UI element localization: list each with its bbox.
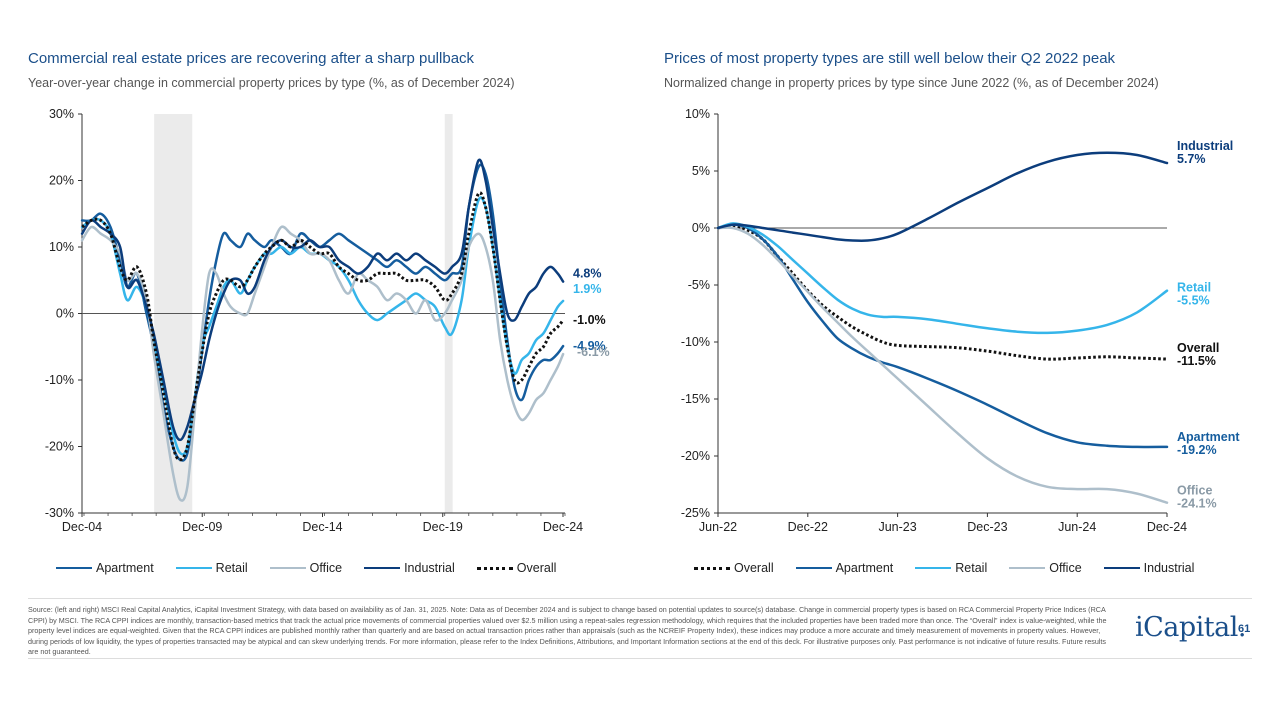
legend-swatch-apartment bbox=[795, 567, 832, 569]
y-tick-label: 30% bbox=[49, 107, 74, 121]
legend-label-overall: Overall bbox=[516, 561, 557, 575]
legend-label-retail: Retail bbox=[955, 561, 988, 575]
right-chart-panel: Prices of most property types are still … bbox=[640, 0, 1280, 600]
y-tick-label: 5% bbox=[692, 164, 710, 178]
legend-swatch-retail bbox=[915, 567, 952, 569]
right-chart-legend: Overall Apartment Retail Office Industrial bbox=[694, 561, 1216, 575]
legend-label-retail: Retail bbox=[215, 561, 248, 575]
y-tick-label: -10% bbox=[45, 373, 74, 387]
x-tick-label: Dec-24 bbox=[543, 520, 583, 534]
y-tick-label: -20% bbox=[681, 449, 710, 463]
x-tick-label: Jun-23 bbox=[878, 520, 916, 534]
right-line-chart: 10% 5% 0% -5% -10% -15% -20% -25%Jun-22 Dec-22 Ju… bbox=[681, 107, 1241, 534]
series-line-apartment bbox=[716, 223, 1169, 449]
x-tick-label: Dec-19 bbox=[423, 520, 463, 534]
legend-label-overall: Overall bbox=[734, 561, 774, 575]
end-label-office: -6.1% bbox=[577, 345, 610, 359]
left-chart-title: Commercial real estate prices are recove… bbox=[28, 50, 475, 67]
x-tick-label: Jun-24 bbox=[1058, 520, 1096, 534]
end-label-name-apartment: Apartment bbox=[1177, 430, 1240, 444]
y-tick-label: 20% bbox=[49, 174, 74, 188]
x-tick-label: Dec-23 bbox=[967, 520, 1007, 534]
y-tick-label: 10% bbox=[685, 107, 710, 121]
y-tick-label: -30% bbox=[45, 506, 74, 520]
legend-swatch-apartment bbox=[56, 567, 92, 569]
legend-label-apartment: Apartment bbox=[96, 561, 154, 575]
legend-item-overall: Overall bbox=[476, 561, 557, 575]
legend-item-apartment: Apartment bbox=[795, 561, 894, 575]
x-tick-label: Dec-09 bbox=[182, 520, 222, 534]
end-label-name-retail: Retail bbox=[1177, 281, 1211, 295]
legend-item-industrial: Industrial bbox=[1103, 561, 1195, 575]
legend-swatch-industrial bbox=[364, 567, 401, 569]
legend-label-apartment: Apartment bbox=[835, 561, 894, 575]
series-line-industrial bbox=[80, 158, 565, 442]
icapital-logo: iCapital. bbox=[1135, 612, 1246, 643]
footer-divider-bottom bbox=[28, 658, 1252, 659]
end-label-name-office: Office bbox=[1177, 484, 1212, 498]
end-label-retail: 1.9% bbox=[573, 282, 602, 296]
y-tick-label: 10% bbox=[49, 240, 74, 254]
end-label-value-industrial: 5.7% bbox=[1177, 152, 1206, 166]
y-tick-label: -15% bbox=[681, 392, 710, 406]
source-footnote: Source: (left and right) MSCI Real Capit… bbox=[28, 605, 1107, 656]
legend-swatch-overall bbox=[694, 566, 730, 570]
end-label-overall: -1.0% bbox=[573, 313, 606, 327]
x-tick-label: Dec-24 bbox=[1147, 520, 1187, 534]
x-tick-label: Jun-22 bbox=[699, 520, 737, 534]
legend-item-office: Office bbox=[269, 561, 343, 575]
end-label-name-industrial: Industrial bbox=[1177, 139, 1233, 153]
x-tick-label: Dec-14 bbox=[302, 520, 342, 534]
left-chart-legend: Apartment Retail Office Industrial Overall bbox=[56, 561, 578, 575]
end-label-value-apartment: -19.2% bbox=[1177, 443, 1217, 457]
legend-label-office: Office bbox=[1049, 561, 1082, 575]
y-tick-label: -10% bbox=[681, 335, 710, 349]
right-chart-subtitle: Normalized change in property prices by … bbox=[664, 76, 1159, 90]
legend-label-industrial: Industrial bbox=[1143, 561, 1195, 575]
legend-swatch-office bbox=[1009, 567, 1046, 569]
legend-item-office: Office bbox=[1009, 561, 1082, 575]
series-line-retail bbox=[716, 222, 1169, 335]
series-line-industrial bbox=[716, 151, 1169, 242]
series-line-overall bbox=[81, 191, 565, 462]
legend-item-industrial: Industrial bbox=[364, 561, 455, 575]
y-tick-label: -20% bbox=[45, 440, 74, 454]
legend-item-apartment: Apartment bbox=[56, 561, 154, 575]
end-label-industrial: 4.8% bbox=[573, 267, 602, 281]
footer-divider bbox=[28, 598, 1252, 599]
legend-swatch-office bbox=[269, 567, 306, 569]
end-label-value-retail: -5.5% bbox=[1177, 294, 1210, 308]
series-line-overall bbox=[717, 224, 1168, 361]
end-label-name-overall: Overall bbox=[1177, 341, 1219, 355]
legend-item-overall: Overall bbox=[694, 561, 774, 575]
series-line-office bbox=[80, 225, 565, 502]
legend-item-retail: Retail bbox=[175, 561, 248, 575]
left-line-chart: 30% 20% 10% 0% -10% -20% -30%Dec-04 Dec-09 Dec-1… bbox=[45, 107, 610, 534]
left-chart-panel: Commercial real estate prices are recove… bbox=[0, 0, 640, 600]
y-tick-label: -5% bbox=[688, 278, 710, 292]
legend-label-industrial: Industrial bbox=[404, 561, 455, 575]
legend-label-office: Office bbox=[309, 561, 343, 575]
end-label-value-overall: -11.5% bbox=[1177, 354, 1216, 368]
page-number: 61 bbox=[1238, 623, 1251, 635]
left-chart-subtitle: Year-over-year change in commercial prop… bbox=[28, 76, 515, 90]
legend-swatch-overall bbox=[476, 566, 513, 570]
legend-item-retail: Retail bbox=[915, 561, 987, 575]
right-chart-title: Prices of most property types are still … bbox=[664, 50, 1116, 67]
legend-swatch-retail bbox=[175, 567, 212, 569]
end-label-value-office: -24.1% bbox=[1177, 497, 1217, 511]
x-tick-label: Dec-04 bbox=[62, 520, 102, 534]
x-tick-label: Dec-22 bbox=[788, 520, 828, 534]
y-tick-label: 0% bbox=[56, 307, 74, 321]
end-label-apartment: -4.9% bbox=[573, 339, 606, 353]
y-tick-label: 0% bbox=[692, 221, 710, 235]
y-tick-label: -25% bbox=[681, 506, 710, 520]
series-line-office bbox=[716, 226, 1169, 504]
legend-swatch-industrial bbox=[1103, 567, 1140, 569]
